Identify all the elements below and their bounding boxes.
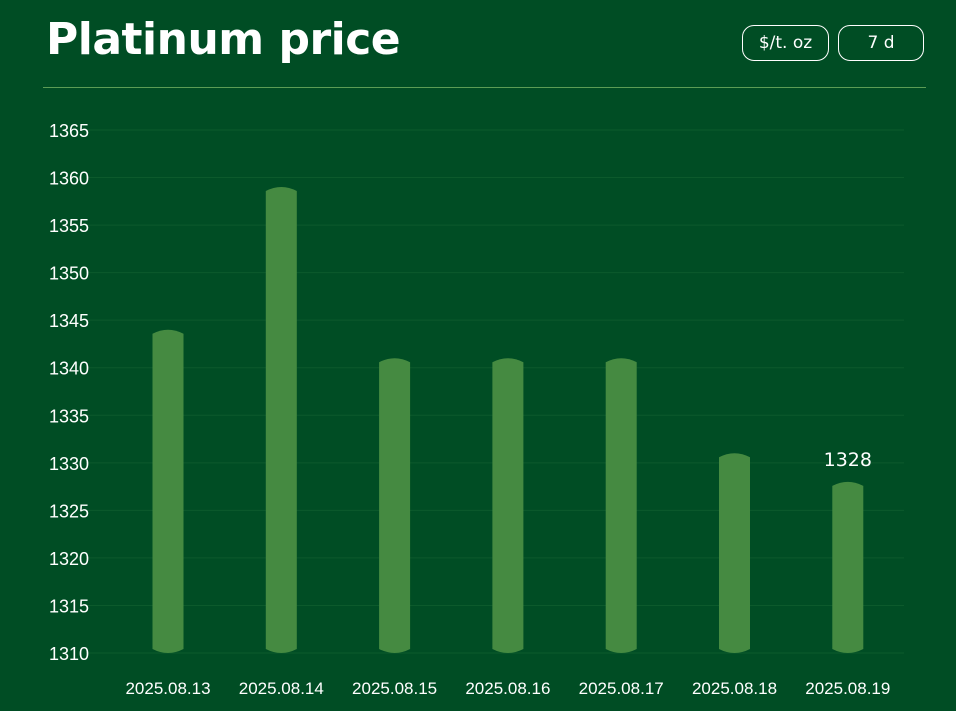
x-axis-ticks: 2025.08.13 2025.08.14 2025.08.15 2025.08.16… (125, 679, 890, 698)
bar (719, 453, 750, 653)
y-tick-label: 1365 (49, 121, 89, 141)
y-tick-label: 1355 (49, 216, 89, 236)
y-tick-label: 1325 (49, 501, 89, 521)
bar (152, 329, 184, 653)
x-tick-label: 2025.08.14 (239, 679, 324, 698)
bar (832, 481, 864, 653)
y-tick-label: 1310 (49, 644, 89, 664)
y-tick-label: 1360 (49, 169, 89, 189)
y-tick-label: 1345 (49, 311, 89, 331)
page-title: Platinum price (46, 14, 401, 65)
bar (379, 358, 411, 653)
x-tick-label: 2025.08.17 (579, 679, 664, 698)
x-tick-label: 2025.08.15 (352, 679, 437, 698)
y-axis-ticks: 1310 1315 1320 1325 1330 1335 1340 1345 1350 1355… (49, 121, 89, 664)
y-tick-label: 1320 (49, 549, 89, 569)
y-tick-label: 1335 (49, 406, 89, 426)
bar (265, 187, 297, 653)
x-tick-label: 2025.08.13 (125, 679, 210, 698)
x-tick-label: 2025.08.18 (692, 679, 777, 698)
data-labels: 1328 (824, 449, 872, 471)
x-tick-label: 2025.08.16 (465, 679, 550, 698)
bar (492, 358, 524, 653)
unit-selector-button[interactable]: $/t. oz (742, 25, 829, 61)
y-tick-label: 1330 (49, 454, 89, 474)
header-divider (43, 87, 926, 88)
bar (605, 358, 637, 653)
y-tick-label: 1340 (49, 359, 89, 379)
x-tick-label: 2025.08.19 (805, 679, 890, 698)
y-tick-label: 1315 (49, 596, 89, 616)
bars (152, 187, 864, 653)
data-label: 1328 (824, 449, 872, 471)
y-tick-label: 1350 (49, 264, 89, 284)
range-selector-button[interactable]: 7 d (838, 25, 924, 61)
